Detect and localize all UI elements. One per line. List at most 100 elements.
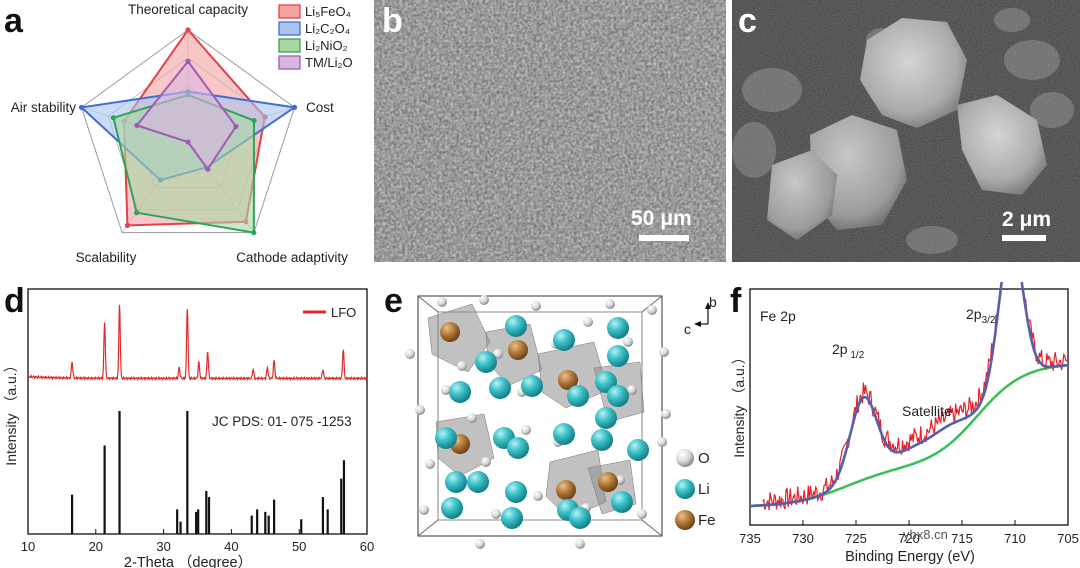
axis-c-arrowhead <box>694 321 701 327</box>
oxygen-atom <box>491 509 501 519</box>
panel-label-a: a <box>4 2 23 40</box>
radar-axis-label: Scalability <box>76 250 137 265</box>
xrd-tick-label: 40 <box>224 539 238 554</box>
lithium-atom <box>567 385 589 407</box>
xrd-tick-label: 50 <box>292 539 306 554</box>
xps-peak-label-2p32: 2p3/2 <box>966 306 996 326</box>
oxygen-atom <box>659 347 669 357</box>
xps-title: Fe 2p <box>760 308 796 324</box>
panel-c-sem-image: c 2 μm <box>732 0 1080 262</box>
scale-bar-c <box>1002 235 1046 241</box>
unit-cell-edge <box>417 295 439 313</box>
lithium-atom <box>553 423 575 445</box>
oxygen-atom <box>481 457 491 467</box>
radar-axis-label: Air stability <box>11 100 77 115</box>
xps-peak-label-2p12: 2p 1/2 <box>832 341 865 361</box>
panel-label-b: b <box>382 2 403 40</box>
panel-b-sem-image: b 50 μm <box>374 0 726 262</box>
legend-iron-swatch <box>675 510 695 530</box>
xrd-chart: 10 20 30 40 50 60 LFO JC PDS: 01- 075 -1253 2-Th… <box>3 288 374 568</box>
xps-y-axis-label: Intensity （a.u.） <box>731 350 747 457</box>
panel-a: a Theoretical capacity Cost Cathode adapti… <box>0 0 370 280</box>
xrd-tick-label: 20 <box>89 539 103 554</box>
xrd-tick-label: 30 <box>156 539 170 554</box>
oxygen-atom <box>479 295 489 305</box>
xps-raw-line <box>762 282 1067 511</box>
radar-point <box>233 123 239 130</box>
lithium-atom <box>489 377 511 399</box>
panel-f: f 735 730 725 720 715 710 705 Fe 2p 2p 1/2 2p3/2 S… <box>730 282 1080 568</box>
lithium-atom <box>505 315 527 337</box>
legend-label: Li₂C₂O₄ <box>305 21 350 36</box>
xps-tick-label: 735 <box>739 531 761 546</box>
oxygen-atom <box>425 459 435 469</box>
unit-cell-edge <box>641 295 663 313</box>
crystal-structure <box>405 295 711 549</box>
oxygen-atom <box>647 305 657 315</box>
radar-grid-ring <box>80 29 296 234</box>
unit-cell-edge <box>641 519 663 537</box>
legend-label: Li₂NiO₂ <box>305 38 348 53</box>
oxygen-atom <box>419 505 429 515</box>
radar-point <box>251 117 257 124</box>
xps-x-axis-label: Binding Energy (eV) <box>845 549 975 565</box>
lithium-atom <box>591 429 613 451</box>
iron-atom <box>556 480 576 500</box>
oxygen-atom <box>605 299 615 309</box>
scale-bar-b <box>639 235 689 241</box>
radar-point <box>185 58 191 64</box>
lithium-atom <box>569 507 591 529</box>
legend-swatch <box>278 4 301 19</box>
xrd-reference-label: JC PDS: 01- 075 -1253 <box>212 414 352 429</box>
panel-label-c: c <box>738 2 757 40</box>
lithium-atom <box>475 351 497 373</box>
lithium-atom <box>611 491 633 513</box>
axis-b-arrowhead <box>705 302 711 309</box>
legend-oxygen-swatch <box>676 449 694 467</box>
radar-chart: Theoretical capacity Cost Cathode adaptivi… <box>11 2 353 265</box>
xps-tick-label: 730 <box>792 531 814 546</box>
radar-point <box>205 166 211 172</box>
scale-bar-label-b: 50 μm <box>631 207 692 230</box>
radar-point <box>110 115 117 121</box>
lithium-atom <box>507 437 529 459</box>
lithium-atom <box>449 381 471 403</box>
radar-point <box>185 139 191 145</box>
lithium-atom <box>467 471 489 493</box>
radar-series-3 <box>135 59 238 171</box>
legend-lithium-swatch <box>675 479 695 499</box>
watermark: ybx8.cn <box>903 527 948 542</box>
xps-chart: 735 730 725 720 715 710 705 Fe 2p 2p 1/2 2p3/2 Sat… <box>731 282 1079 565</box>
legend-o-label: O <box>698 450 710 467</box>
panel-e: e O Li Fe b c <box>380 282 730 568</box>
xrd-x-axis-label: 2-Theta （degree） <box>124 554 252 568</box>
xps-tick-label: 720 <box>898 531 920 546</box>
lithium-atom <box>521 375 543 397</box>
xrd-y-axis-label: Intensity （a.u.） <box>3 358 19 465</box>
panel-label-d: d <box>4 282 25 320</box>
scale-bar-label-c: 2 μm <box>1002 208 1052 231</box>
xrd-tick-label: 10 <box>21 539 35 554</box>
iron-atom <box>508 340 528 360</box>
legend-fe-label: Fe <box>698 512 716 529</box>
xps-tick-label: 710 <box>1004 531 1026 546</box>
xps-tick-label: 715 <box>951 531 973 546</box>
legend-swatch <box>278 38 301 53</box>
radar-point <box>251 230 257 236</box>
xps-fit-line <box>750 282 1068 508</box>
radar-point <box>134 210 140 216</box>
lithium-atom <box>435 427 457 449</box>
unit-cell-edge <box>417 519 439 537</box>
oxygen-atom <box>457 361 467 371</box>
oxygen-atom <box>405 349 415 359</box>
radar-point <box>124 222 131 228</box>
panel-label-e: e <box>384 282 403 320</box>
lithium-atom <box>445 471 467 493</box>
oxygen-atom <box>521 425 531 435</box>
oxygen-atom <box>437 297 447 307</box>
oxygen-atom <box>637 509 647 519</box>
xps-satellite-label: Satellite <box>902 403 952 419</box>
oxygen-atom <box>533 491 543 501</box>
radar-point <box>185 27 191 33</box>
iron-atom <box>598 472 618 492</box>
